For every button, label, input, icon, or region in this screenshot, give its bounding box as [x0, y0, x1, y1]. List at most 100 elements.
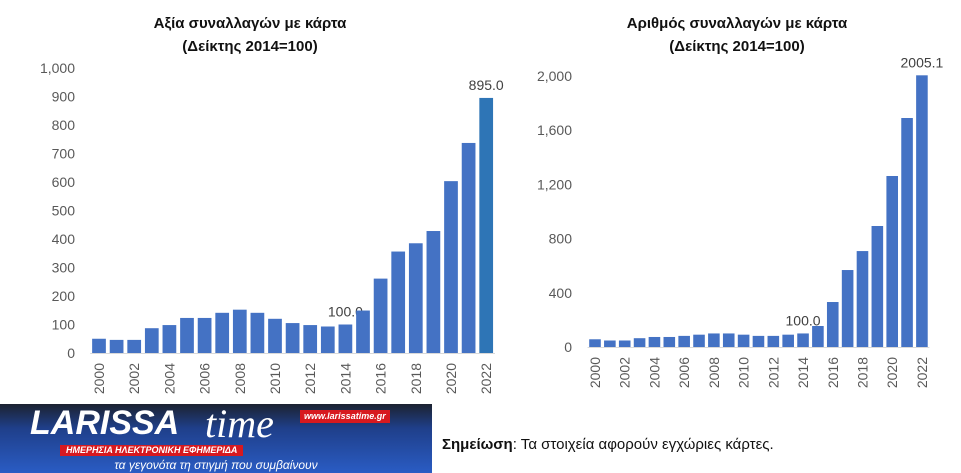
left-bar-2019 [426, 231, 441, 353]
left-bar-2002 [127, 339, 142, 353]
left-bar-2018 [408, 243, 423, 353]
left-xtick-label: 2004 [161, 363, 177, 394]
left-xtick-label: 2008 [232, 363, 248, 394]
left-bar-2001 [109, 339, 124, 353]
left-ytick-label: 200 [52, 288, 76, 304]
left-bar-2009 [250, 312, 265, 353]
left-ytick-label: 300 [52, 260, 76, 276]
right-data-label: 2005.1 [901, 54, 944, 70]
right-bar-2017 [841, 270, 854, 347]
footnote: Σημείωση: Τα στοιχεία αφορούν εγχώριες κ… [442, 436, 774, 454]
footnote-label: Σημείωση [442, 436, 513, 453]
right-xtick-label: 2012 [765, 357, 781, 388]
left-ytick-label: 1,000 [40, 60, 75, 76]
right-bar-2020 [886, 175, 898, 347]
chart-right: Αριθμός συναλλαγών με κάρτα (Δείκτης 201… [537, 15, 944, 388]
chart-right-title-line1: Αριθμός συναλλαγών με κάρτα [627, 15, 848, 32]
right-bar-2013 [782, 334, 794, 347]
right-bar-2021 [901, 118, 913, 347]
right-xtick-label: 2000 [587, 357, 603, 388]
left-xtick-label: 2014 [337, 363, 353, 394]
right-bar-2002 [618, 340, 631, 347]
right-ytick-label: 2,000 [537, 68, 572, 84]
chart-right-title-line2: (Δείκτης 2014=100) [669, 38, 804, 55]
right-bar-2014 [797, 333, 809, 347]
left-xtick-label: 2016 [373, 363, 389, 394]
right-data-label: 100.0 [786, 312, 821, 328]
right-bar-2018 [856, 251, 869, 347]
right-ytick-label: 400 [549, 285, 573, 301]
right-bar-2005 [663, 336, 676, 347]
chart-left-title-line2: (Δείκτης 2014=100) [182, 38, 317, 55]
right-xtick-label: 2018 [854, 357, 870, 388]
footnote-text: : Τα στοιχεία αφορούν εγχώριες κάρτες. [512, 436, 774, 453]
left-bar-2022 [479, 97, 494, 353]
right-bar-2009 [722, 333, 735, 347]
left-ytick-label: 800 [52, 117, 76, 133]
left-xtick-label: 2006 [197, 363, 213, 394]
left-data-label: 895.0 [469, 77, 504, 93]
right-bar-2003 [633, 338, 646, 347]
right-xtick-label: 2002 [617, 357, 633, 388]
chart-left-title-line1: Αξία συναλλαγών με κάρτα [154, 15, 348, 32]
left-xtick-label: 2020 [443, 363, 459, 394]
left-bar-2000 [92, 338, 106, 353]
left-bar-2004 [162, 325, 177, 353]
left-bar-2006 [197, 317, 212, 353]
right-bar-2004 [648, 336, 661, 347]
left-xtick-label: 2022 [478, 363, 494, 394]
left-bar-2012 [303, 325, 318, 353]
right-bar-2010 [737, 334, 750, 347]
left-bar-2003 [144, 328, 159, 353]
right-xtick-label: 2008 [706, 357, 722, 388]
right-bar-2016 [826, 302, 839, 347]
left-xtick-label: 2010 [267, 363, 283, 394]
left-xtick-label: 2018 [408, 363, 424, 394]
left-bar-2016 [373, 278, 388, 353]
right-bar-2001 [604, 340, 616, 347]
left-ytick-label: 100 [52, 317, 76, 333]
left-bar-2013 [320, 326, 335, 353]
logo-slogan: τα γεγονότα τη στιγμή που συμβαίνουν [114, 458, 318, 472]
right-bar-2015 [812, 325, 824, 347]
chart-left: Αξία συναλλαγών με κάρτα (Δείκτης 2014=1… [40, 15, 504, 394]
left-ytick-label: 600 [52, 174, 76, 190]
right-bar-2022 [916, 75, 928, 347]
left-bar-2021 [461, 142, 476, 353]
left-xtick-label: 2012 [302, 363, 318, 394]
logo-url: www.larissatime.gr [300, 410, 390, 423]
right-ytick-label: 1,200 [537, 176, 572, 192]
right-bar-2011 [752, 335, 765, 347]
right-xtick-label: 2010 [736, 357, 752, 388]
left-data-label: 100.0 [328, 304, 363, 320]
right-bar-2007 [693, 334, 705, 347]
left-ytick-label: 900 [52, 89, 76, 105]
logo-name2: time [205, 404, 274, 446]
larissatime-logo: LARISSA time www.larissatime.gr ΗΜΕΡΗΣΙΑ… [0, 404, 432, 473]
right-xtick-label: 2004 [646, 357, 662, 388]
right-xtick-label: 2020 [884, 357, 900, 388]
right-bar-2012 [767, 335, 780, 347]
right-bar-2000 [589, 339, 601, 347]
left-bar-2020 [444, 181, 458, 353]
right-ytick-label: 800 [549, 231, 573, 247]
left-bar-2010 [268, 318, 282, 353]
logo-name: LARISSA [30, 404, 180, 442]
left-xtick-label: 2002 [126, 363, 142, 394]
left-bar-2011 [285, 323, 300, 353]
right-bar-2008 [708, 333, 720, 347]
right-ytick-label: 1,600 [537, 122, 572, 138]
left-ytick-label: 400 [52, 231, 76, 247]
left-ytick-label: 700 [52, 146, 76, 162]
right-xtick-label: 2016 [825, 357, 841, 388]
left-bar-2007 [215, 312, 230, 353]
left-bar-2014 [338, 324, 353, 353]
left-xtick-label: 2000 [91, 363, 107, 394]
right-xtick-label: 2006 [676, 357, 692, 388]
left-bar-2008 [232, 309, 247, 353]
right-xtick-label: 2022 [914, 357, 930, 388]
logo-subtitle: ΗΜΕΡΗΣΙΑ ΗΛΕΚΤΡΟΝΙΚΗ ΕΦΗΜΕΡΙΔΑ [60, 445, 244, 456]
right-xtick-label: 2014 [795, 357, 811, 388]
left-bar-2015 [356, 310, 370, 353]
